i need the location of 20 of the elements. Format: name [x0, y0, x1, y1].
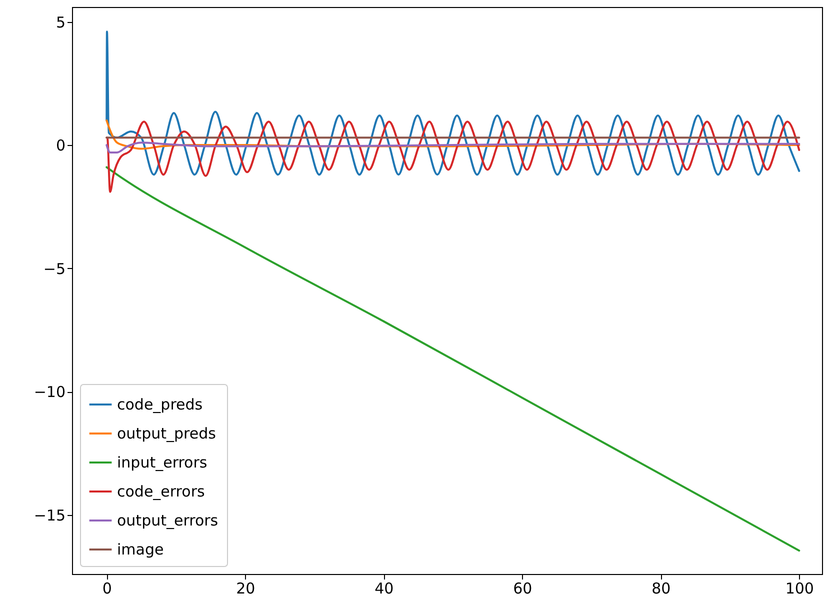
line-series — [106, 142, 800, 154]
legend-label: input_errors — [117, 454, 208, 472]
x-tick-label: 0 — [102, 580, 112, 598]
legend-label: output_errors — [117, 512, 218, 530]
line-series — [106, 120, 800, 193]
x-tick-label: 100 — [785, 580, 814, 598]
line-series — [106, 30, 800, 176]
x-tick-label: 20 — [236, 580, 256, 598]
x-tick-label: 40 — [374, 580, 394, 598]
legend-label: code_errors — [117, 482, 205, 500]
y-tick-label: −5 — [43, 260, 66, 278]
legend-label: code_preds — [117, 396, 203, 414]
y-tick-label: −10 — [34, 383, 66, 402]
y-tick-label: 0 — [56, 136, 66, 155]
legend-label: output_preds — [117, 424, 216, 442]
x-tick-label: 80 — [652, 580, 671, 598]
y-tick-label: −15 — [34, 506, 66, 524]
x-tick-label: 60 — [513, 580, 532, 598]
legend-label: image — [117, 540, 164, 558]
y-tick-label: 5 — [56, 13, 66, 32]
